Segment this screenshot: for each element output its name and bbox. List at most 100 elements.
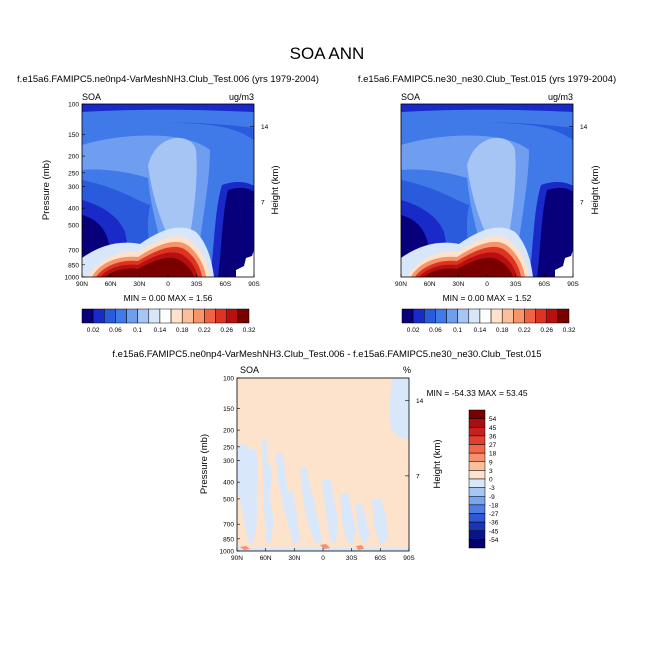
panel-2-colorbar: 0.02 0.06 0.1 0.14 0.18 0.22 0.26 0.32 (401, 308, 576, 334)
y-tick-label: 850 (223, 536, 234, 543)
colorbar-swatch (115, 308, 127, 324)
y-tick-label: 250 (68, 170, 79, 177)
panel-3-y-axis-label: Pressure (mb) (199, 434, 210, 494)
panel-2: f.e15a6.FAMIPC5.ne30_ne30.Club_Test.015 … (358, 74, 616, 334)
colorbar-swatch (501, 308, 514, 324)
colorbar-label: 36 (489, 433, 497, 440)
x-tick-label: 60S (539, 281, 551, 288)
colorbar-label: 0 (489, 477, 493, 484)
colorbar-label: 0.18 (176, 327, 189, 334)
panel-3-title: f.e15a6.FAMIPC5.ne0np4-VarMeshNH3.Club_T… (112, 349, 541, 360)
colorbar-swatch (468, 461, 486, 471)
colorbar-label: -9 (489, 494, 495, 501)
x-tick-label: 90S (567, 281, 579, 288)
colorbar-swatch (137, 308, 150, 324)
colorbar-label: 45 (489, 425, 497, 432)
colorbar-label: 0.26 (220, 327, 233, 334)
y-tick-label: 500 (223, 496, 234, 503)
colorbar-swatch (468, 444, 486, 454)
x-tick-label: 60N (105, 281, 117, 288)
colorbar-swatch (170, 308, 183, 324)
panel-2-field-label: SOA (401, 92, 420, 102)
panel-1-colorbar: 0.02 0.06 0.1 0.14 0.18 0.22 0.26 0.32 (81, 308, 256, 334)
colorbar-swatch (424, 308, 436, 324)
colorbar-swatch (468, 470, 486, 480)
y-tick-label: 100 (223, 376, 234, 383)
colorbar-label: 54 (489, 416, 497, 423)
colorbar-swatch (513, 308, 525, 324)
panel-3-contour-field (237, 378, 409, 551)
x-tick-label: 30N (288, 555, 300, 562)
x-tick-label: 90N (395, 281, 407, 288)
colorbar-swatch (468, 478, 486, 488)
panel-2-title: f.e15a6.FAMIPC5.ne30_ne30.Club_Test.015 … (358, 74, 616, 85)
colorbar-label: 0.14 (154, 327, 167, 334)
y-tick-label: 500 (68, 222, 79, 229)
y-tick-label: 150 (223, 406, 234, 413)
y-right-tick-label: 7 (580, 199, 584, 206)
colorbar-swatch (457, 308, 470, 324)
colorbar-swatch (468, 504, 486, 514)
colorbar-swatch (546, 308, 559, 324)
panel-1-contour-field (82, 104, 254, 277)
colorbar-swatch (148, 308, 161, 324)
x-tick-label: 0 (321, 555, 325, 562)
x-tick-label: 30N (452, 281, 464, 288)
x-tick-label: 30S (510, 281, 522, 288)
x-tick-label: 30S (191, 281, 203, 288)
figure-title: SOA ANN (289, 44, 365, 63)
colorbar-swatch (181, 308, 194, 324)
colorbar-label: 0.22 (518, 327, 531, 334)
x-tick-label: 30S (346, 555, 358, 562)
colorbar-swatch (468, 539, 486, 549)
colorbar-label: -27 (489, 511, 499, 518)
panel-1-title: f.e15a6.FAMIPC5.ne0np4-VarMeshNH3.Club_T… (17, 74, 319, 85)
colorbar-swatch (468, 435, 486, 445)
y-tick-label: 400 (68, 206, 79, 213)
colorbar-label: -36 (489, 520, 499, 527)
panel-1: f.e15a6.FAMIPC5.ne0np4-VarMeshNH3.Club_T… (17, 74, 319, 334)
x-tick-label: 60S (375, 555, 387, 562)
y-right-tick-label: 7 (261, 199, 265, 206)
panel-3-x-ticks: 90N 60N 30N 0 30S 60S 90S (231, 548, 415, 562)
panel-3-stats: MIN = -54.33 MAX = 53.45 (426, 388, 527, 398)
colorbar-label: 0.02 (407, 327, 420, 334)
colorbar-label: 0.06 (429, 327, 442, 334)
colorbar-label: 0.06 (109, 327, 122, 334)
y-tick-label: 700 (223, 522, 234, 529)
x-tick-label: 30N (133, 281, 145, 288)
colorbar-label: 0.14 (474, 327, 487, 334)
x-tick-label: 0 (166, 281, 170, 288)
colorbar-swatch (557, 308, 570, 324)
x-tick-label: 90N (231, 555, 243, 562)
panel-1-units: ug/m3 (229, 92, 254, 102)
y-tick-label: 700 (68, 248, 79, 255)
colorbar-swatch (468, 418, 486, 428)
panel-3-field-label: SOA (240, 365, 259, 375)
x-tick-label: 60N (260, 555, 272, 562)
y-tick-label: 100 (68, 102, 79, 109)
colorbar-swatch (104, 308, 116, 324)
colorbar-label: -45 (489, 528, 499, 535)
colorbar-label: -18 (489, 502, 499, 509)
x-tick-label: 60S (220, 281, 232, 288)
colorbar-label: 0.22 (198, 327, 211, 334)
colorbar-swatch (468, 530, 486, 540)
colorbar-swatch (204, 308, 216, 324)
colorbar-swatch (412, 308, 425, 324)
colorbar-swatch (468, 487, 486, 497)
colorbar-swatch (468, 308, 481, 324)
colorbar-swatch (126, 308, 138, 324)
colorbar-swatch (92, 308, 105, 324)
panel-1-x-ticks: 90N 60N 30N 0 30S 60S 90S (76, 274, 260, 288)
panel-2-y-axis-label-right: Height (km) (590, 165, 601, 214)
colorbar-label: -54 (489, 537, 499, 544)
colorbar-label: 0.32 (563, 327, 576, 334)
panel-1-y-axis-label: Pressure (mb) (41, 160, 52, 220)
colorbar-swatch (468, 496, 486, 506)
colorbar-swatch (468, 521, 486, 531)
y-tick-label: 1000 (220, 549, 235, 556)
x-tick-label: 90N (76, 281, 88, 288)
colorbar-swatch (468, 452, 486, 462)
colorbar-swatch (159, 308, 172, 324)
